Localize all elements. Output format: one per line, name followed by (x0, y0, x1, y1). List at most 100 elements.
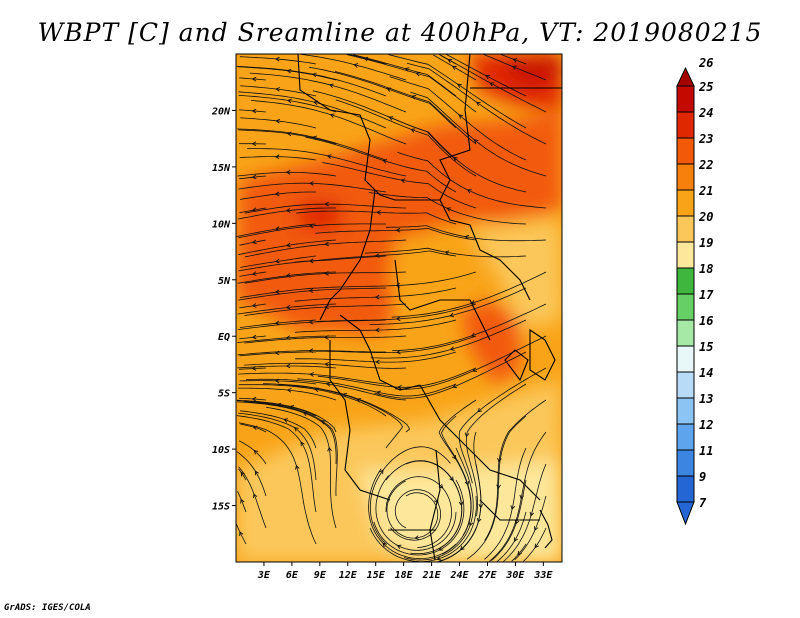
streamline-arrow (251, 396, 257, 402)
streamline-arrow (510, 505, 516, 511)
colorbar-box (676, 241, 695, 269)
colorbar-label: 24 (698, 106, 713, 120)
streamline-arrow (466, 189, 472, 194)
colorbar-label: 15 (699, 340, 713, 354)
streamline-arrow (382, 542, 388, 548)
streamline-arrow (274, 191, 280, 197)
streamline-arrow (274, 56, 280, 62)
streamline-arrow (253, 449, 259, 455)
colorbar-box (676, 111, 695, 139)
streamline (237, 319, 387, 330)
streamline-arrow (414, 535, 420, 540)
streamline-arrow (353, 63, 359, 68)
colorbar-label: 12 (699, 418, 713, 432)
streamline-arrow (489, 82, 495, 87)
streamline (238, 422, 317, 545)
lon-tick-label: 9E (314, 570, 327, 581)
wbpt-field (236, 54, 562, 562)
streamline-arrow (251, 76, 257, 82)
lat-tick-label: 15N (212, 163, 231, 174)
streamline-arrow (400, 178, 406, 183)
colorbar-label: 13 (699, 392, 713, 406)
streamline-arrow (529, 511, 535, 517)
streamline (238, 223, 386, 239)
streamline (239, 156, 317, 161)
streamline-arrow (444, 250, 450, 255)
colorbar-box (676, 371, 695, 399)
streamline-arrow (436, 556, 442, 561)
streamline-arrow (286, 98, 292, 104)
streamline-arrow (449, 312, 455, 318)
colorbar-label: 23 (698, 132, 713, 146)
streamline-arrow (396, 349, 401, 355)
colorbar-box (676, 449, 695, 477)
colorbar-label: 9 (699, 470, 706, 484)
streamline-arrow (376, 390, 382, 396)
streamline-arrow (449, 476, 454, 482)
streamline-arrow (308, 348, 314, 353)
streamline-arrow (309, 181, 314, 186)
streamline-arrow (326, 154, 332, 159)
streamline-arrow (376, 210, 381, 215)
streamline-arrow (464, 234, 470, 240)
colorbar-box (676, 267, 695, 295)
streamline-arrow (321, 420, 326, 425)
streamline (523, 527, 547, 562)
streamline-arrow (274, 258, 280, 264)
colorbar-label: 25 (698, 80, 713, 94)
lat-tick-label: 15S (212, 502, 230, 513)
streamline-arrow (382, 159, 388, 164)
streamline-arrow (302, 411, 308, 417)
streamline-arrow (251, 141, 257, 147)
streamline-arrow (251, 303, 257, 308)
streamline-arrow (311, 72, 317, 78)
streamline (236, 523, 247, 545)
streamline-arrow (251, 239, 257, 245)
streamline (239, 351, 316, 357)
lon-tick-label: 21E (422, 570, 442, 581)
colorbar-label: 16 (699, 314, 713, 328)
streamline-arrow (513, 537, 519, 543)
streamline-arrow (285, 304, 291, 310)
streamline-arrow (514, 519, 520, 525)
streamline-arrow (415, 71, 421, 77)
streamline-arrow (239, 531, 244, 537)
colorbar-label: 18 (699, 262, 713, 276)
colorbar-box (676, 189, 695, 217)
streamline-arrow (285, 208, 291, 213)
streamline-arrow (496, 484, 501, 490)
longitude-axis: 3E 6E 9E 12E 15E 18E 21E 24E 27E 30E 33E (257, 562, 553, 581)
streamline-arrow (475, 101, 481, 107)
streamline-arrow (309, 372, 314, 377)
streamline (239, 56, 317, 65)
lon-tick-label: 18E (395, 570, 414, 581)
latitude-axis: 20N 15N 10N 5N EQ 5S 10S 15S (211, 106, 236, 513)
streamline-arrow (395, 227, 401, 233)
streamline-arrow (485, 75, 490, 80)
streamline-arrow (286, 68, 292, 74)
streamline (238, 182, 387, 193)
colorbar-label: 20 (698, 210, 713, 224)
streamline-arrow (395, 316, 401, 322)
streamline-arrow (512, 58, 518, 63)
colorbar-label: 17 (699, 288, 714, 302)
streamline-arrow (397, 384, 402, 390)
streamline-arrow (274, 289, 280, 295)
colorbar-box (676, 163, 695, 191)
streamline-arrow (252, 493, 258, 499)
lon-tick-label: 15E (367, 570, 386, 581)
streamline-arrow (324, 335, 329, 340)
lon-tick-label: 3E (257, 570, 271, 581)
streamline-arrow (452, 383, 458, 389)
streamline-arrow (396, 544, 402, 549)
streamline-arrow (285, 242, 291, 248)
streamline-arrow (451, 454, 457, 460)
lon-tick-label: 12E (339, 570, 358, 581)
lon-tick-label: 6E (286, 570, 299, 581)
streamline-arrow (457, 83, 462, 89)
streamline-arrow (449, 346, 455, 351)
streamline (239, 380, 317, 385)
country-borders (297, 54, 562, 561)
streamline-arrow (374, 253, 380, 258)
